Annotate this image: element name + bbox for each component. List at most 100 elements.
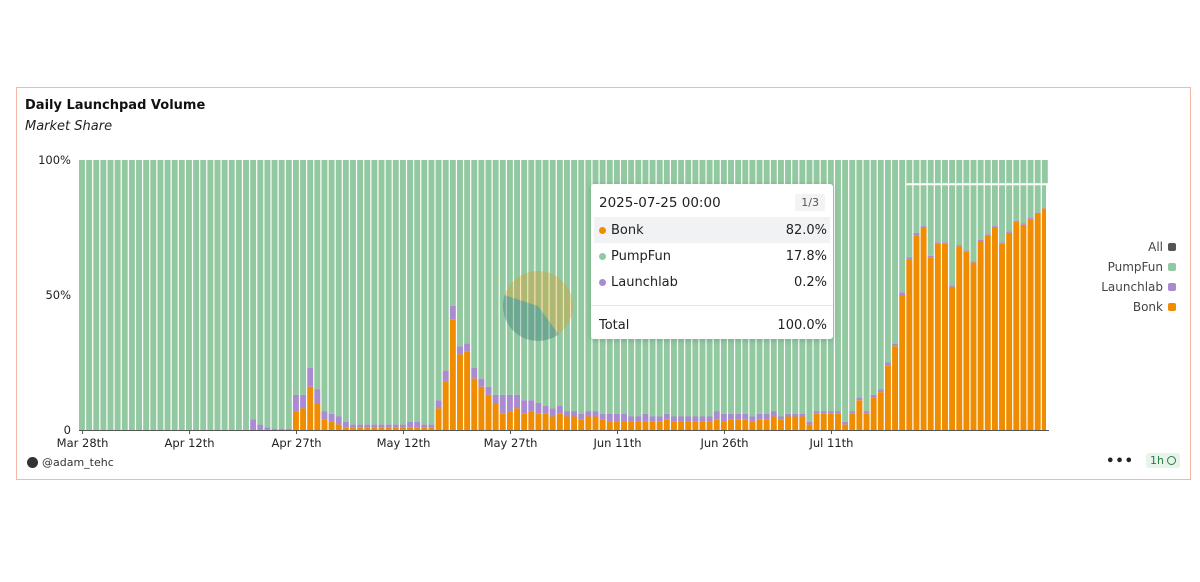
bar-stack[interactable]	[991, 160, 998, 430]
bar-stack[interactable]	[920, 160, 927, 430]
bar-stack[interactable]	[307, 160, 314, 430]
bar-stack[interactable]	[856, 160, 863, 430]
bar-stack[interactable]	[292, 160, 299, 430]
bar-stack[interactable]	[556, 160, 563, 430]
bar-stack[interactable]	[221, 160, 228, 430]
bar-stack[interactable]	[877, 160, 884, 430]
bar-stack[interactable]	[143, 160, 150, 430]
bar-stack[interactable]	[128, 160, 135, 430]
bar-stack[interactable]	[949, 160, 956, 430]
bar-stack[interactable]	[1020, 160, 1027, 430]
bar-stack[interactable]	[407, 160, 414, 430]
bar-stack[interactable]	[271, 160, 278, 430]
bar-stack[interactable]	[521, 160, 528, 430]
bar-stack[interactable]	[250, 160, 257, 430]
bar-stack[interactable]	[264, 160, 271, 430]
bar-stack[interactable]	[906, 160, 913, 430]
bar-stack[interactable]	[371, 160, 378, 430]
bar-stack[interactable]	[578, 160, 585, 430]
more-options-button[interactable]: •••	[1106, 454, 1134, 469]
bar-stack[interactable]	[492, 160, 499, 430]
bar-stack[interactable]	[150, 160, 157, 430]
bar-stack[interactable]	[207, 160, 214, 430]
bar-stack[interactable]	[364, 160, 371, 430]
legend-item-all[interactable]: All	[1101, 237, 1176, 257]
bar-stack[interactable]	[984, 160, 991, 430]
bar-stack[interactable]	[535, 160, 542, 430]
bar-stack[interactable]	[564, 160, 570, 430]
bar-stack[interactable]	[457, 160, 463, 430]
bar-stack[interactable]	[892, 160, 899, 430]
bar-stack[interactable]	[835, 160, 841, 430]
bar-stack[interactable]	[342, 160, 349, 430]
bar-stack[interactable]	[328, 160, 335, 430]
bar-stack[interactable]	[884, 160, 891, 430]
bar-stack[interactable]	[849, 160, 856, 430]
bar-stack[interactable]	[214, 160, 221, 430]
bar-stack[interactable]	[392, 160, 399, 430]
legend-item-pumpfun[interactable]: PumpFun	[1101, 257, 1176, 277]
tooltip-page-indicator[interactable]: 1/3	[795, 194, 825, 211]
bar-stack[interactable]	[235, 160, 242, 430]
bar-stack[interactable]	[164, 160, 171, 430]
bar-stack[interactable]	[157, 160, 164, 430]
bar-stack[interactable]	[449, 160, 456, 430]
bar-stack[interactable]	[171, 160, 178, 430]
bar-stack[interactable]	[228, 160, 235, 430]
bar-stack[interactable]	[464, 160, 471, 430]
bar-stack[interactable]	[1027, 160, 1034, 430]
bar-stack[interactable]	[107, 160, 114, 430]
bar-stack[interactable]	[585, 160, 592, 430]
bar-stack[interactable]	[963, 160, 970, 430]
bar-stack[interactable]	[514, 160, 521, 430]
bar-stack[interactable]	[942, 160, 948, 430]
bar-stack[interactable]	[178, 160, 185, 430]
bar-stack[interactable]	[485, 160, 492, 430]
bar-stack[interactable]	[478, 160, 485, 430]
bar-stack[interactable]	[863, 160, 870, 430]
bar-stack[interactable]	[471, 160, 478, 430]
bar-stack[interactable]	[499, 160, 506, 430]
bar-stack[interactable]	[243, 160, 249, 430]
bar-stack[interactable]	[200, 160, 207, 430]
bar-stack[interactable]	[357, 160, 364, 430]
bar-stack[interactable]	[121, 160, 128, 430]
bar-stack[interactable]	[421, 160, 428, 430]
bar-stack[interactable]	[114, 160, 121, 430]
bar-stack[interactable]	[956, 160, 963, 430]
bar-stack[interactable]	[1034, 160, 1041, 430]
bar-stack[interactable]	[399, 160, 406, 430]
bar-stack[interactable]	[1006, 160, 1013, 430]
bar-stack[interactable]	[842, 160, 849, 430]
bar-stack[interactable]	[542, 160, 549, 430]
bar-stack[interactable]	[385, 160, 392, 430]
bar-stack[interactable]	[136, 160, 142, 430]
chart-bars[interactable]	[79, 160, 1048, 430]
bar-stack[interactable]	[927, 160, 934, 430]
legend-item-launchlab[interactable]: Launchlab	[1101, 277, 1176, 297]
bar-stack[interactable]	[970, 160, 977, 430]
bar-stack[interactable]	[185, 160, 192, 430]
bar-stack[interactable]	[257, 160, 264, 430]
bar-stack[interactable]	[278, 160, 285, 430]
bar-stack[interactable]	[300, 160, 307, 430]
bar-stack[interactable]	[193, 160, 200, 430]
bar-stack[interactable]	[999, 160, 1006, 430]
bar-stack[interactable]	[335, 160, 342, 430]
bar-stack[interactable]	[977, 160, 984, 430]
bar-stack[interactable]	[350, 160, 356, 430]
bar-stack[interactable]	[913, 160, 920, 430]
bar-stack[interactable]	[435, 160, 442, 430]
legend-item-bonk[interactable]: Bonk	[1101, 297, 1176, 317]
bar-stack[interactable]	[285, 160, 292, 430]
bar-stack[interactable]	[1013, 160, 1020, 430]
bar-stack[interactable]	[86, 160, 93, 430]
bar-stack[interactable]	[93, 160, 100, 430]
bar-stack[interactable]	[549, 160, 556, 430]
bar-stack[interactable]	[414, 160, 421, 430]
bar-stack[interactable]	[899, 160, 906, 430]
bar-stack[interactable]	[870, 160, 877, 430]
bar-stack[interactable]	[100, 160, 107, 430]
bar-stack[interactable]	[528, 160, 535, 430]
bar-stack[interactable]	[934, 160, 941, 430]
